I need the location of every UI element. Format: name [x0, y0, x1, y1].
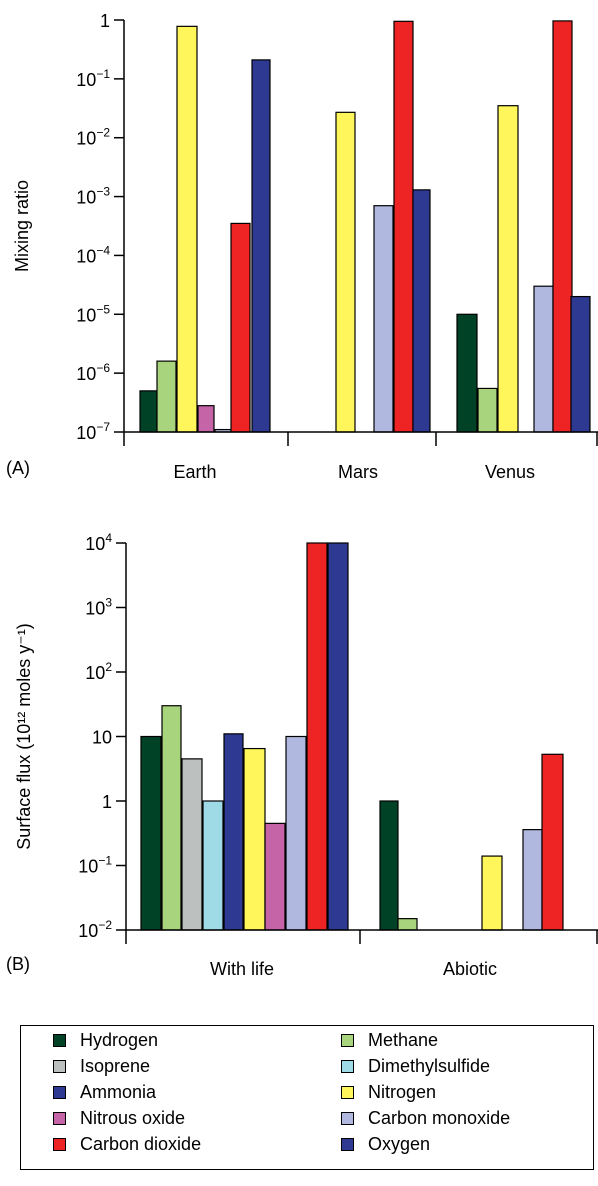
y-tick-label: 10−5: [76, 302, 110, 325]
legend-label: Carbon dioxide: [80, 1134, 202, 1154]
legend-swatch: [53, 1086, 66, 1099]
legend-item-isoprene: Isoprene: [53, 1056, 150, 1077]
bar-with-life-carbon-monoxide: [285, 735, 307, 931]
y-tick-label: 10−1: [76, 67, 110, 90]
legend-item-dimethylsulfide: Dimethylsulfide: [341, 1056, 490, 1077]
y-tick-label: 10−7: [76, 420, 110, 443]
bar-with-life-hydrogen: [140, 735, 162, 931]
y-tick-label: 10−2: [78, 918, 112, 941]
bar-venus-carbon-monoxide: [533, 285, 554, 433]
bar-mars-nitrogen: [335, 111, 356, 433]
x-tick-label: Venus: [485, 462, 535, 482]
legend-swatch: [53, 1060, 66, 1073]
bar-earth-hydrogen: [139, 390, 158, 433]
bar-abiotic-methane: [397, 918, 418, 931]
bar-mars-oxygen: [412, 189, 431, 433]
legend-swatch: [341, 1086, 354, 1099]
y-tick-label: 10−6: [76, 361, 110, 384]
bar-with-life-nitrogen: [243, 747, 266, 931]
bar-abiotic-carbon-dioxide: [541, 753, 564, 931]
panel-label: (A): [6, 458, 30, 478]
bar-earth-methane: [156, 360, 177, 433]
bar-venus-nitrogen: [497, 105, 519, 433]
legend-item-nitrous-oxide: Nitrous oxide: [53, 1108, 185, 1129]
y-tick-label: 10−2: [76, 126, 110, 149]
legend-label: Nitrogen: [368, 1082, 437, 1102]
x-tick-label: Abiotic: [443, 959, 497, 979]
legend-item-nitrogen: Nitrogen: [341, 1082, 436, 1103]
x-tick-label: With life: [210, 959, 274, 979]
bar-mars-carbon-dioxide: [393, 20, 414, 433]
legend-swatch: [53, 1034, 66, 1047]
bar-earth-carbon-dioxide: [230, 222, 251, 433]
bar-abiotic-carbon-monoxide: [522, 829, 543, 931]
bar-venus-oxygen: [570, 295, 591, 433]
legend-item-hydrogen: Hydrogen: [53, 1030, 158, 1051]
legend-label: Isoprene: [80, 1056, 151, 1076]
legend-label: Ammonia: [80, 1082, 157, 1102]
y-axis-label: Mixing ratio: [12, 180, 32, 272]
x-tick-label: Earth: [173, 462, 216, 482]
legend: Hydrogen Methane Isoprene Dimethylsulfide Am…: [20, 1025, 594, 1170]
bar-abiotic-hydrogen: [379, 800, 399, 931]
legend-item-ammonia: Ammonia: [53, 1082, 156, 1103]
bar-mars-carbon-monoxide: [373, 205, 394, 433]
legend-item-carbon-monoxide: Carbon monoxide: [341, 1108, 510, 1129]
bar-venus-carbon-dioxide: [552, 20, 573, 433]
y-tick-label: 10: [92, 728, 112, 748]
y-tick-label: 10−3: [76, 185, 110, 208]
bar-with-life-methane: [161, 705, 182, 931]
bar-earth-nitrogen: [176, 25, 198, 433]
bar-with-life-carbon-dioxide: [306, 542, 328, 931]
legend-item-methane: Methane: [341, 1030, 438, 1051]
y-tick-label: 10−4: [76, 243, 110, 266]
legend-label: Hydrogen: [80, 1030, 159, 1050]
bar-with-life-nitrous-oxide: [264, 822, 286, 931]
bar-with-life-dimethylsulfide: [202, 800, 224, 931]
y-tick-label: 10−1: [78, 854, 112, 877]
legend-item-oxygen: Oxygen: [341, 1134, 430, 1155]
bar-earth-nitrous-oxide: [197, 405, 215, 433]
legend-swatch: [341, 1138, 354, 1151]
bar-earth-oxygen: [251, 59, 271, 433]
bar-with-life-isoprene: [181, 758, 203, 931]
y-tick-label: 1: [102, 792, 112, 812]
legend-label: Methane: [368, 1030, 439, 1050]
y-axis-label: Surface flux (10¹² moles y⁻¹): [14, 623, 34, 850]
x-tick-label: Mars: [338, 462, 378, 482]
bar-venus-methane: [477, 387, 498, 433]
y-tick-label: 104: [85, 531, 112, 554]
legend-label: Nitrous oxide: [80, 1108, 186, 1128]
bar-with-life-oxygen: [327, 542, 349, 931]
legend-label: Dimethylsulfide: [368, 1056, 491, 1076]
legend-label: Oxygen: [368, 1134, 431, 1154]
legend-swatch: [53, 1112, 66, 1125]
panel-label: (B): [6, 954, 30, 974]
bar-venus-hydrogen: [456, 313, 478, 433]
legend-swatch: [341, 1060, 354, 1073]
legend-swatch: [53, 1138, 66, 1151]
y-tick-label: 103: [85, 596, 112, 619]
legend-label: Carbon monoxide: [368, 1108, 511, 1128]
figure: 10−7 10−6 10−5 10−4 10−3 10−2 10−1 1 Earth Mars Ve…: [6, 11, 598, 979]
bar-abiotic-nitrogen: [481, 855, 503, 931]
y-tick-label: 1: [100, 11, 110, 31]
legend-swatch: [341, 1112, 354, 1125]
bar-with-life-ammonia: [223, 733, 244, 931]
legend-item-carbon-dioxide: Carbon dioxide: [53, 1134, 201, 1155]
legend-swatch: [341, 1034, 354, 1047]
y-tick-label: 102: [85, 660, 112, 683]
